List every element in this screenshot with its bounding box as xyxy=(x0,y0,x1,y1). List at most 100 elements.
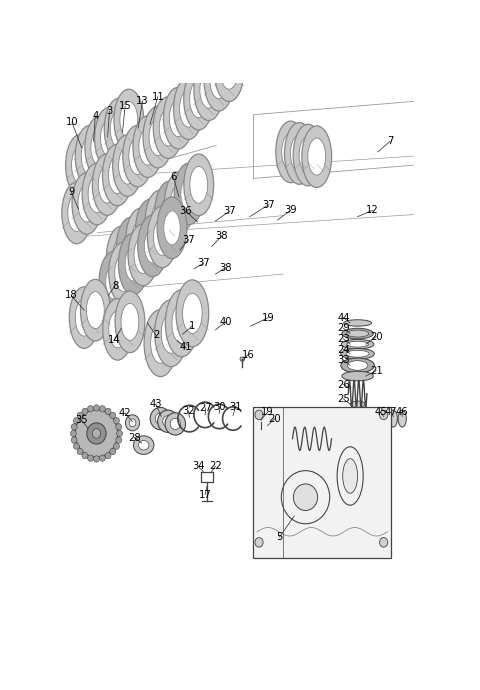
Ellipse shape xyxy=(119,233,148,295)
Ellipse shape xyxy=(147,206,177,268)
Ellipse shape xyxy=(163,88,193,149)
Ellipse shape xyxy=(109,310,127,348)
Ellipse shape xyxy=(62,182,92,244)
Text: 8: 8 xyxy=(112,281,118,290)
Ellipse shape xyxy=(161,313,181,353)
Ellipse shape xyxy=(125,415,140,431)
Text: 30: 30 xyxy=(214,402,226,412)
Ellipse shape xyxy=(72,147,89,184)
Ellipse shape xyxy=(184,68,214,130)
Text: 19: 19 xyxy=(262,313,275,323)
Ellipse shape xyxy=(155,181,185,243)
Ellipse shape xyxy=(157,410,178,433)
Text: 46: 46 xyxy=(395,407,408,417)
Text: 35: 35 xyxy=(75,415,88,425)
Text: 45: 45 xyxy=(374,407,387,417)
Text: 1: 1 xyxy=(189,321,195,331)
Ellipse shape xyxy=(190,81,207,118)
Ellipse shape xyxy=(145,190,175,252)
Ellipse shape xyxy=(68,195,85,231)
Text: 14: 14 xyxy=(108,335,120,346)
Text: 3: 3 xyxy=(107,106,113,117)
Text: 12: 12 xyxy=(366,206,379,215)
Text: 5: 5 xyxy=(276,532,283,542)
Text: 11: 11 xyxy=(152,92,164,101)
Text: 37: 37 xyxy=(197,259,210,268)
Ellipse shape xyxy=(110,448,116,455)
Ellipse shape xyxy=(95,107,124,169)
Text: 36: 36 xyxy=(180,206,192,217)
Ellipse shape xyxy=(174,163,204,225)
Text: 2: 2 xyxy=(153,331,159,340)
Ellipse shape xyxy=(162,195,178,229)
Text: 6: 6 xyxy=(170,172,177,182)
Text: 42: 42 xyxy=(119,408,132,418)
Ellipse shape xyxy=(170,418,180,429)
Text: 38: 38 xyxy=(219,263,232,273)
Ellipse shape xyxy=(341,358,374,373)
Ellipse shape xyxy=(264,426,271,433)
Text: 29: 29 xyxy=(337,323,350,333)
Text: 41: 41 xyxy=(180,342,192,353)
Text: 4: 4 xyxy=(92,110,98,121)
Ellipse shape xyxy=(157,197,187,259)
Polygon shape xyxy=(253,407,391,558)
Ellipse shape xyxy=(220,52,238,89)
Ellipse shape xyxy=(165,413,186,435)
Ellipse shape xyxy=(85,117,115,178)
Ellipse shape xyxy=(128,224,158,286)
Ellipse shape xyxy=(163,415,173,427)
Ellipse shape xyxy=(308,138,326,175)
Ellipse shape xyxy=(105,453,111,459)
Ellipse shape xyxy=(104,98,134,160)
Ellipse shape xyxy=(133,436,154,455)
Text: 20: 20 xyxy=(370,332,383,342)
Ellipse shape xyxy=(347,342,368,347)
Text: 19: 19 xyxy=(261,407,274,417)
Text: 20: 20 xyxy=(269,413,281,424)
Ellipse shape xyxy=(116,424,122,430)
Ellipse shape xyxy=(143,106,173,168)
Ellipse shape xyxy=(154,219,171,255)
Ellipse shape xyxy=(285,123,314,184)
Ellipse shape xyxy=(139,440,149,450)
Ellipse shape xyxy=(255,410,263,420)
Text: 13: 13 xyxy=(136,96,149,106)
Ellipse shape xyxy=(342,371,373,381)
Ellipse shape xyxy=(153,97,183,159)
Ellipse shape xyxy=(181,177,197,210)
Ellipse shape xyxy=(99,455,106,462)
Ellipse shape xyxy=(81,279,110,341)
Ellipse shape xyxy=(240,357,244,361)
Text: 33: 33 xyxy=(337,355,350,365)
Ellipse shape xyxy=(98,166,116,203)
Text: 25: 25 xyxy=(337,394,350,404)
Ellipse shape xyxy=(75,126,105,187)
Ellipse shape xyxy=(165,290,198,357)
Ellipse shape xyxy=(120,101,138,139)
Ellipse shape xyxy=(119,147,136,184)
Ellipse shape xyxy=(99,251,129,313)
Ellipse shape xyxy=(276,121,305,183)
Ellipse shape xyxy=(200,71,218,108)
Text: 39: 39 xyxy=(284,206,297,215)
Ellipse shape xyxy=(165,172,194,234)
Ellipse shape xyxy=(87,455,94,462)
Ellipse shape xyxy=(115,291,145,353)
Ellipse shape xyxy=(151,202,169,239)
Ellipse shape xyxy=(184,154,214,215)
Text: 43: 43 xyxy=(150,400,162,409)
Ellipse shape xyxy=(108,157,126,193)
Ellipse shape xyxy=(92,154,122,215)
Text: 47: 47 xyxy=(385,407,397,417)
Ellipse shape xyxy=(116,217,146,279)
Ellipse shape xyxy=(389,410,397,427)
Ellipse shape xyxy=(398,410,407,427)
Text: 22: 22 xyxy=(209,462,222,471)
Text: 24: 24 xyxy=(337,344,350,355)
Ellipse shape xyxy=(155,413,166,424)
Ellipse shape xyxy=(144,229,161,263)
Ellipse shape xyxy=(69,287,99,348)
Ellipse shape xyxy=(109,242,139,304)
Ellipse shape xyxy=(82,164,112,225)
